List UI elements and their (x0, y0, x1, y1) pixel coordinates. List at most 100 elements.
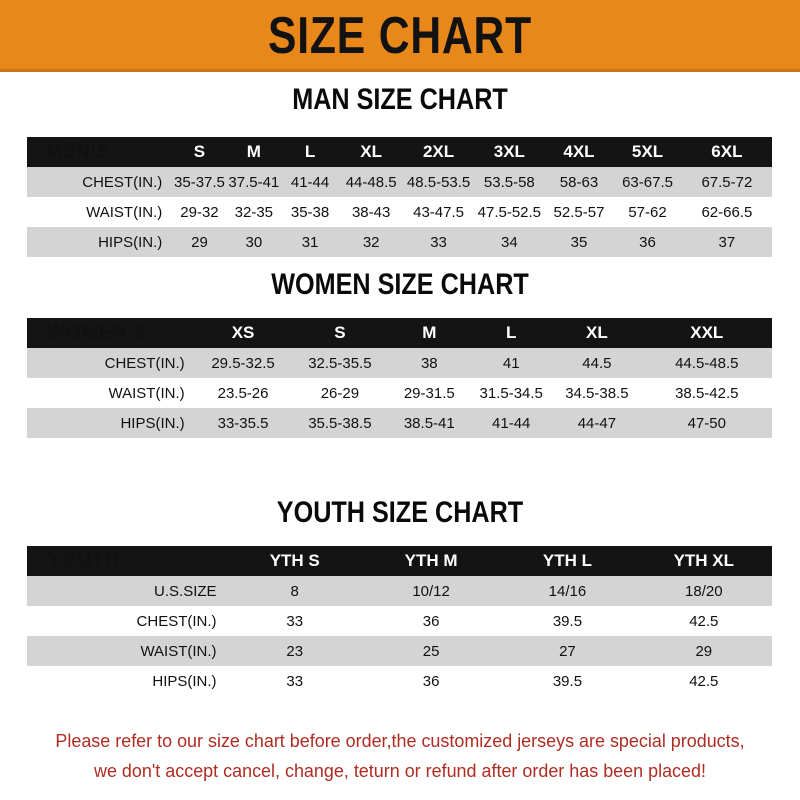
section-title-man: MAN SIZE CHART (292, 83, 508, 116)
header-size-1: XS (231, 323, 255, 342)
header-category-label: WOMEN'S (46, 321, 147, 344)
cell-value: 34.5-38.5 (565, 384, 629, 402)
cell-value: 10/12 (412, 582, 450, 600)
header-size-3: L (304, 142, 316, 161)
cell-value: 41 (502, 354, 520, 372)
cell-value: 41-44 (492, 414, 531, 432)
cell-value: 32 (362, 233, 380, 251)
header-category-label: YOUTH (47, 549, 121, 572)
header-size-2: YTH M (404, 551, 458, 570)
cell-value: 23.5-26 (217, 384, 269, 402)
cell-value: 39.5 (552, 612, 583, 630)
cell-value: 33-35.5 (217, 414, 269, 432)
table-header-row: MEN'S S M L XL 2XL 3XL 4XL 5XL 6XL (27, 137, 772, 167)
cell-value: 44-48.5 (345, 173, 397, 191)
cell-value: 29 (695, 642, 713, 660)
cell-value: 23 (286, 642, 304, 660)
row-label: CHEST(IN.) (82, 173, 163, 191)
cell-value: 33 (286, 612, 304, 630)
section-title-youth: YOUTH SIZE CHART (276, 496, 524, 529)
cell-value: 53.5-58 (483, 173, 535, 191)
header-size-5: 2XL (422, 142, 455, 161)
header-size-9: 6XL (711, 142, 743, 161)
cell-value: 48.5-53.5 (406, 173, 471, 191)
cell-value: 35.5-38.5 (308, 414, 372, 432)
cell-value: 42.5 (689, 672, 719, 690)
cell-value: 62-66.5 (701, 203, 753, 221)
footer-line-1: Please refer to our size chart before or… (55, 730, 745, 751)
cell-value: 29 (191, 233, 208, 251)
cell-value: 67.5-72 (701, 173, 753, 191)
table-row: HIPS(IN.) 33 36 39.5 42.5 (27, 666, 772, 696)
header-size-5: XL (586, 323, 608, 342)
header-size-3: YTH L (542, 551, 592, 570)
cell-value: 29-31.5 (403, 384, 455, 402)
row-label: U.S.SIZE (154, 582, 217, 600)
row-label: WAIST(IN.) (108, 384, 185, 402)
cell-value: 52.5-57 (553, 203, 605, 221)
footer-line-2: we don't accept cancel, change, teturn o… (94, 760, 706, 781)
header-size-2: M (246, 142, 261, 161)
cell-value: 38.5-41 (403, 414, 455, 432)
cell-value: 38-43 (351, 203, 391, 221)
cell-value: 33 (430, 233, 447, 251)
table-row: WAIST(IN.) 23.5-26 26-29 29-31.5 31.5-34.5 34… (27, 378, 772, 408)
cell-value: 31 (301, 233, 319, 251)
cell-value: 57-62 (628, 203, 667, 221)
row-label: CHEST(IN.) (136, 612, 217, 630)
header-size-7: 4XL (563, 142, 595, 161)
cell-value: 41-44 (290, 173, 330, 191)
section-title-women: WOMEN SIZE CHART (271, 268, 529, 301)
header-size-6: XXL (690, 323, 724, 342)
cell-value: 14/16 (548, 582, 587, 600)
cell-value: 39.5 (552, 672, 583, 690)
row-label: HIPS(IN.) (152, 672, 217, 690)
cell-value: 63-67.5 (622, 173, 673, 191)
cell-value: 35 (570, 233, 588, 251)
cell-value: 29.5-32.5 (211, 354, 275, 372)
row-label: HIPS(IN.) (98, 233, 163, 251)
cell-value: 33 (286, 672, 304, 690)
cell-value: 32-35 (234, 203, 274, 221)
table-row: HIPS(IN.) 33-35.5 35.5-38.5 38.5-41 41-44 44-… (27, 408, 772, 438)
table-header-row: WOMEN'S XS S M L XL XXL (27, 318, 772, 348)
header-size-3: M (422, 323, 437, 342)
header-size-8: 5XL (631, 142, 664, 161)
cell-value: 47-50 (687, 414, 726, 432)
footer-disclaimer: Please refer to our size chart before or… (12, 726, 788, 786)
cell-value: 36 (422, 612, 440, 630)
banner-title: SIZE CHART (267, 7, 533, 65)
header-size-1: S (193, 142, 206, 161)
cell-value: 27 (559, 642, 576, 660)
cell-value: 44.5-48.5 (675, 354, 739, 372)
table-men: MEN'S S M L XL 2XL 3XL 4XL 5XL 6XL CHEST(IN.) 35-37… (27, 137, 772, 257)
cell-value: 31.5-34.5 (479, 384, 543, 402)
cell-value: 36 (639, 233, 656, 251)
cell-value: 58-63 (559, 173, 599, 191)
cell-value: 18/20 (685, 582, 723, 600)
table-youth: YOUTH YTH S YTH M YTH L YTH XL U.S.SIZE 8 10/12… (27, 546, 772, 696)
cell-value: 25 (422, 642, 440, 660)
cell-value: 26-29 (320, 384, 360, 402)
cell-value: 38 (420, 354, 438, 372)
cell-value: 29-32 (180, 203, 219, 221)
cell-value: 30 (245, 233, 263, 251)
header-size-4: XL (360, 142, 383, 161)
header-size-1: YTH S (269, 551, 320, 570)
header-size-2: S (334, 323, 346, 342)
cell-value: 35-37.5 (174, 173, 225, 191)
cell-value: 36 (422, 672, 440, 690)
table-row: CHEST(IN.) 33 36 39.5 42.5 (27, 606, 772, 636)
cell-value: 38.5-42.5 (675, 384, 739, 402)
cell-value: 34 (500, 233, 518, 251)
row-label: HIPS(IN.) (120, 414, 185, 432)
table-row: HIPS(IN.) 29 30 31 32 33 34 35 36 37 (27, 227, 772, 257)
cell-value: 37.5-41 (228, 173, 280, 191)
cell-value: 42.5 (689, 612, 719, 630)
table-header-row: YOUTH YTH S YTH M YTH L YTH XL (27, 546, 772, 576)
cell-value: 44.5 (582, 354, 612, 372)
cell-value: 8 (290, 582, 299, 600)
cell-value: 32.5-35.5 (308, 354, 372, 372)
table-row: WAIST(IN.) 23 25 27 29 (27, 636, 772, 666)
